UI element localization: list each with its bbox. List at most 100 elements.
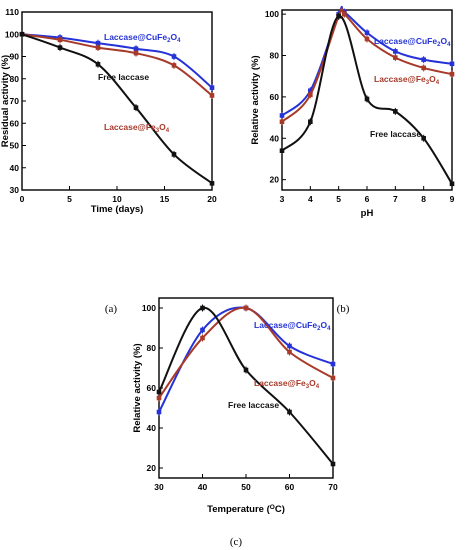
data-point-laccase-fe3o4 [449, 71, 455, 77]
data-point-laccase-cufe2o4 [209, 85, 215, 90]
panel-label-c: (c) [230, 536, 243, 548]
y-tick-label: 60 [147, 383, 157, 393]
x-tick-label: 60 [285, 482, 295, 492]
data-point-free-laccase [200, 305, 205, 311]
x-tick-label: 20 [207, 194, 217, 204]
x-tick-label: 10 [112, 194, 122, 204]
x-tick-label: 15 [160, 194, 170, 204]
y-axis-label: Residual activity (%) [0, 55, 11, 147]
data-point-free-laccase [243, 367, 249, 373]
x-tick-label: 40 [198, 482, 208, 492]
data-point-free-laccase [19, 31, 25, 37]
data-point-laccase-cufe2o4 [200, 327, 205, 333]
x-tick-label: 5 [336, 194, 341, 204]
x-tick-label: 0 [20, 194, 25, 204]
data-point-free-laccase [171, 152, 177, 157]
data-point-laccase-cufe2o4 [95, 40, 101, 46]
panel-label-b: (b) [337, 303, 350, 315]
y-axis-label: Relative activity (%) [132, 343, 143, 432]
y-tick-label: 60 [270, 92, 280, 102]
data-point-laccase-fe3o4 [95, 45, 101, 50]
data-point-free-laccase [449, 181, 455, 187]
series-label-laccase-cufe2o4: Laccase@CuFe2O4 [254, 320, 331, 332]
data-point-laccase-cufe2o4 [449, 61, 455, 67]
x-tick-label: 9 [450, 194, 455, 204]
data-point-free-laccase [57, 45, 63, 50]
series-line-laccase-cufe2o4 [21, 33, 213, 89]
chart-a: 0 5 10 15 20 30 40 50 60 70 80 90 100 110 Time (days) R… [0, 7, 217, 215]
data-point-laccase-fe3o4 [393, 55, 398, 60]
data-point-free-laccase [364, 96, 370, 102]
data-point-laccase-cufe2o4 [330, 361, 336, 367]
x-tick-label: 5 [67, 194, 72, 204]
data-point-free-laccase [156, 389, 162, 395]
series-label-laccase-fe3o4: Laccase@Fe3O4 [104, 122, 170, 134]
y-tick-label: 20 [147, 463, 157, 473]
y-tick-label: 40 [10, 163, 20, 173]
data-point-laccase-cufe2o4 [156, 409, 162, 415]
data-point-laccase-fe3o4 [421, 65, 426, 71]
y-tick-label: 70 [10, 96, 20, 106]
data-point-laccase-fe3o4 [171, 63, 177, 68]
y-tick-label: 80 [147, 343, 157, 353]
y-tick-label: 100 [265, 9, 279, 19]
y-tick-label: 40 [270, 133, 280, 143]
y-tick-label: 110 [5, 7, 19, 17]
panel-label-a: (a) [105, 303, 118, 315]
data-point-laccase-cufe2o4 [308, 88, 313, 93]
series-label-free-laccase: Free laccase [370, 129, 421, 139]
series-line-laccase-fe3o4 [21, 33, 213, 97]
series-label-laccase-fe3o4: Laccase@Fe3O4 [254, 378, 320, 390]
y-tick-label: 30 [10, 185, 20, 195]
x-tick-label: 70 [328, 482, 338, 492]
data-point-laccase-cufe2o4 [279, 113, 285, 118]
data-point-laccase-fe3o4 [342, 11, 347, 17]
x-tick-label: 4 [308, 194, 313, 204]
data-point-laccase-cufe2o4 [287, 343, 292, 349]
data-point-free-laccase [308, 119, 313, 125]
data-point-laccase-fe3o4 [57, 37, 63, 43]
x-tick-label: 50 [241, 482, 251, 492]
x-tick-label: 3 [280, 194, 285, 204]
y-tick-label: 100 [142, 303, 156, 313]
data-point-free-laccase [421, 135, 426, 141]
x-tick-label: 30 [154, 482, 164, 492]
series-label-laccase-fe3o4: Laccase@Fe3O4 [374, 74, 440, 86]
data-point-laccase-cufe2o4 [393, 49, 398, 54]
data-point-free-laccase [279, 148, 285, 153]
x-axis-label: Time (days) [91, 204, 144, 215]
data-point-free-laccase [209, 181, 215, 186]
data-point-laccase-fe3o4 [209, 93, 215, 98]
y-tick-label: 60 [10, 118, 20, 128]
data-point-laccase-cufe2o4 [171, 54, 177, 59]
x-tick-label: 8 [421, 194, 426, 204]
y-tick-label: 50 [10, 141, 20, 151]
x-tick-label: 6 [365, 194, 370, 204]
chart-b: 3 4 5 6 7 8 9 20 40 60 80 100 pH Relative activity (%… [250, 5, 455, 219]
data-point-free-laccase [287, 409, 292, 415]
y-tick-label: 40 [147, 423, 157, 433]
y-tick-label: 100 [5, 29, 19, 39]
data-point-laccase-cufe2o4 [421, 57, 426, 62]
x-axis-label: Temperature (OC) [207, 504, 285, 516]
y-tick-label: 20 [270, 175, 280, 185]
series-line-laccase-fe3o4 [281, 7, 453, 123]
series-label-laccase-cufe2o4: Laccase@CuFe2O4 [104, 32, 181, 44]
x-axis-label: pH [361, 208, 374, 219]
data-point-laccase-fe3o4 [243, 305, 249, 311]
data-point-free-laccase [133, 105, 139, 110]
data-point-laccase-fe3o4 [287, 349, 292, 355]
series-label-free-laccase: Free laccase [98, 72, 149, 82]
data-point-laccase-fe3o4 [133, 50, 139, 56]
data-point-laccase-fe3o4 [200, 335, 205, 341]
series-label-free-laccase: Free laccase [228, 400, 279, 410]
data-point-laccase-fe3o4 [279, 119, 285, 125]
data-point-laccase-fe3o4 [308, 92, 313, 98]
series-label-laccase-cufe2o4: Laccase@CuFe2O4 [374, 36, 451, 48]
series-line-laccase-cufe2o4 [281, 5, 453, 117]
series-line-free-laccase [158, 306, 334, 465]
x-tick-label: 7 [393, 194, 398, 204]
data-point-free-laccase [393, 109, 398, 114]
data-point-laccase-cufe2o4 [364, 30, 370, 36]
